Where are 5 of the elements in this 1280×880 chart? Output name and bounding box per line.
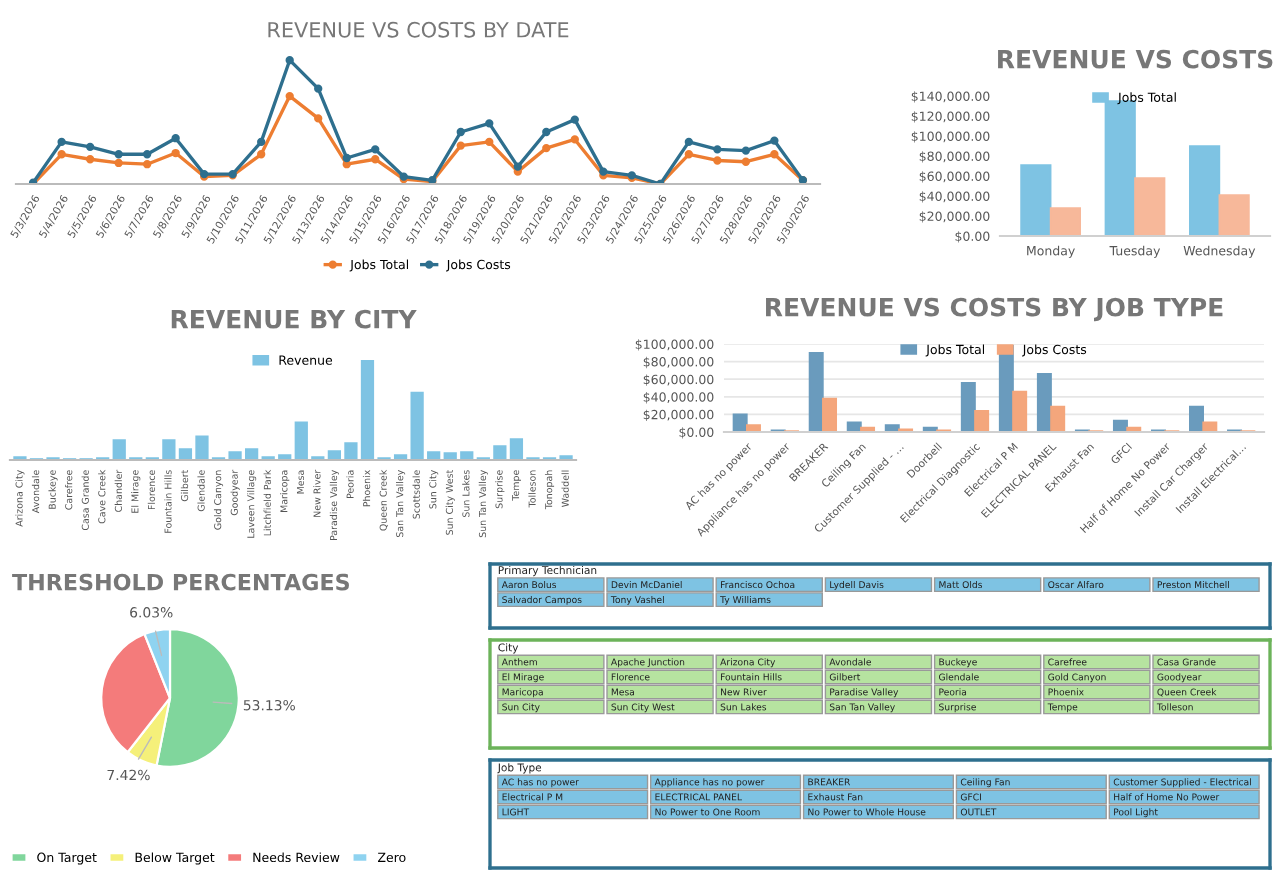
chart-title: REVENUE BY CITY (171, 309, 417, 329)
chart-title: THRESHOLD PERCENTAGES (12, 573, 349, 591)
chart-title: REVENUE VS COSTS (998, 49, 1273, 69)
chart-title: REVENUE VS COSTS BY DATE (268, 21, 569, 38)
chart-title: REVENUE VS COSTS BY JOB TYPE (766, 297, 1223, 322)
